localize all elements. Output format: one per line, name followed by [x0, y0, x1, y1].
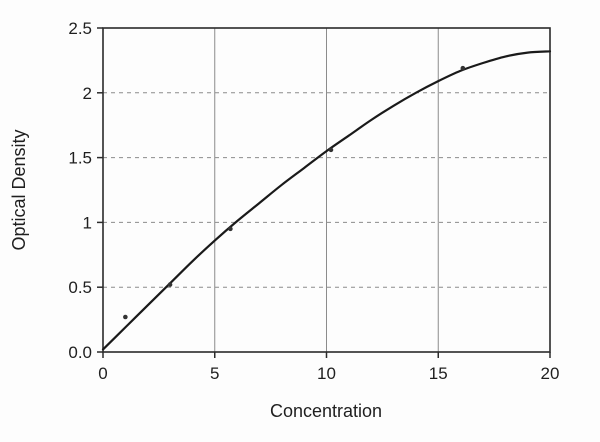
- x-axis-label: Concentration: [270, 401, 382, 421]
- data-point-marker: [328, 147, 334, 153]
- y-tick-label: 2.5: [68, 19, 92, 38]
- x-tick-label: 0: [98, 364, 107, 383]
- data-point-marker: [460, 65, 466, 71]
- y-tick-label: 0.5: [68, 278, 92, 297]
- y-tick-label: 0.0: [68, 343, 92, 362]
- y-tick-label: 1: [83, 213, 92, 232]
- x-tick-label: 15: [429, 364, 448, 383]
- x-tick-label: 10: [317, 364, 336, 383]
- x-tick-label: 20: [541, 364, 560, 383]
- y-tick-label: 2: [83, 84, 92, 103]
- y-axis-label: Optical Density: [9, 129, 29, 250]
- data-point-marker: [123, 314, 128, 320]
- data-point-marker: [167, 282, 173, 287]
- x-tick-label: 5: [210, 364, 219, 383]
- fitted-curve: [101, 50, 552, 351]
- y-tick-label: 1.5: [68, 149, 92, 168]
- data-point-marker: [228, 226, 233, 232]
